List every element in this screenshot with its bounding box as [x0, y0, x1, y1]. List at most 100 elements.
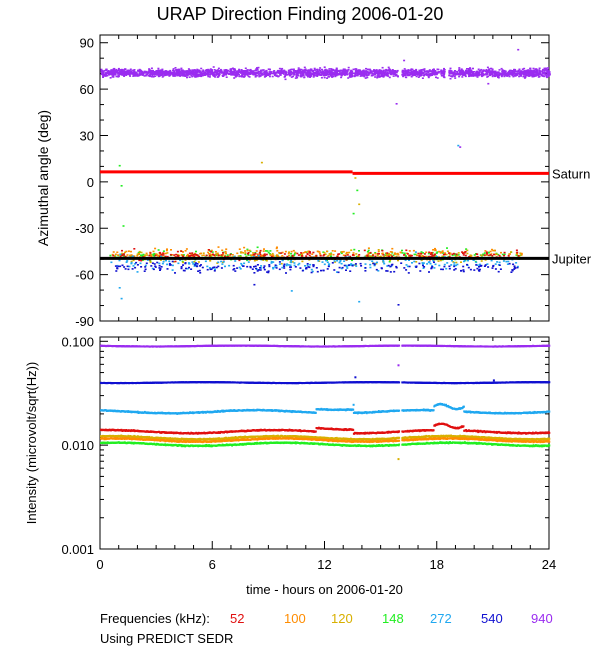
data-point — [174, 75, 177, 77]
data-point — [419, 74, 422, 77]
data-point — [312, 264, 315, 266]
outlier-point — [487, 82, 490, 85]
data-point — [256, 246, 259, 249]
data-point — [468, 75, 470, 78]
data-point — [208, 249, 210, 251]
data-point — [548, 71, 551, 73]
data-point — [264, 250, 267, 252]
data-point — [196, 71, 199, 73]
data-point — [220, 72, 223, 74]
data-point — [209, 74, 212, 76]
data-point — [310, 72, 313, 75]
data-point — [525, 71, 528, 73]
data-point — [126, 254, 129, 256]
data-point — [323, 252, 326, 254]
data-point — [294, 70, 296, 72]
data-point — [405, 264, 408, 266]
data-point — [158, 75, 161, 77]
data-point — [270, 255, 273, 258]
data-point — [234, 76, 237, 78]
data-point — [235, 70, 238, 73]
data-point — [421, 262, 424, 264]
data-point — [536, 70, 539, 72]
data-point — [354, 263, 357, 265]
data-point — [526, 74, 529, 77]
data-point — [513, 265, 516, 267]
data-point — [121, 73, 124, 75]
data-point — [504, 70, 507, 73]
data-point — [280, 68, 283, 71]
data-point — [158, 267, 161, 269]
data-point — [406, 70, 409, 72]
data-point — [309, 72, 311, 74]
data-point — [125, 261, 128, 263]
data-point — [410, 71, 413, 74]
data-point — [510, 251, 512, 253]
data-point — [393, 73, 396, 75]
data-point — [171, 260, 174, 263]
data-point — [163, 72, 166, 75]
data-point — [378, 76, 381, 78]
data-point — [535, 69, 538, 71]
data-point — [124, 268, 127, 270]
data-point — [359, 75, 362, 77]
data-point — [344, 73, 347, 75]
data-point — [524, 75, 527, 77]
data-point — [130, 254, 133, 256]
data-point — [263, 70, 266, 73]
data-point — [100, 69, 103, 72]
data-point — [395, 253, 398, 255]
data-point — [521, 71, 524, 74]
data-point — [238, 73, 240, 76]
data-point — [182, 71, 185, 73]
data-point — [392, 71, 394, 73]
data-point — [357, 255, 360, 258]
data-point — [162, 252, 165, 254]
data-point — [284, 250, 287, 253]
data-point — [278, 72, 281, 74]
data-point — [261, 254, 263, 257]
data-point — [169, 74, 172, 76]
data-point — [231, 70, 233, 73]
data-point — [296, 72, 299, 75]
data-point — [244, 253, 247, 256]
data-point — [374, 69, 377, 72]
data-point — [188, 71, 191, 74]
data-point — [100, 72, 103, 75]
data-point — [196, 254, 199, 256]
data-point — [307, 71, 309, 73]
data-point — [272, 255, 275, 258]
data-point — [418, 69, 421, 72]
data-point — [318, 252, 321, 255]
data-point — [210, 253, 213, 256]
data-point — [117, 254, 120, 256]
data-point — [545, 75, 548, 78]
data-point — [306, 264, 309, 267]
data-point — [160, 71, 163, 74]
data-point — [252, 255, 255, 258]
data-point — [438, 250, 441, 253]
data-point — [152, 253, 155, 256]
data-point — [415, 266, 418, 268]
data-point — [382, 69, 385, 72]
data-point — [190, 253, 193, 255]
data-point — [171, 72, 174, 74]
data-point — [160, 74, 163, 76]
data-point — [176, 253, 179, 256]
data-point — [302, 252, 305, 254]
data-point — [543, 69, 546, 71]
data-point — [194, 264, 197, 266]
data-point — [214, 70, 217, 72]
data-point — [127, 69, 130, 72]
data-point — [186, 72, 189, 74]
data-point — [358, 254, 361, 256]
data-point — [275, 247, 278, 250]
data-point — [516, 252, 519, 255]
data-point — [405, 76, 408, 79]
data-point — [299, 253, 302, 256]
data-point — [260, 267, 263, 269]
data-point — [347, 77, 350, 79]
data-point — [197, 69, 200, 72]
data-point — [207, 75, 210, 78]
data-point — [196, 74, 198, 76]
